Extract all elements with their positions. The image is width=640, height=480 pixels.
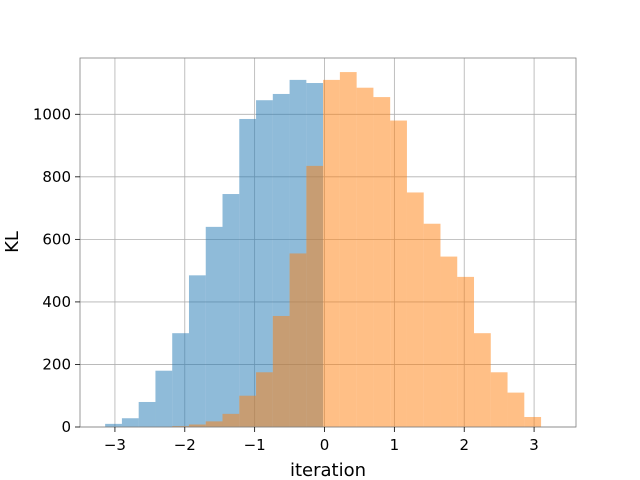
histogram-bar-series-2 <box>356 87 374 427</box>
histogram-bar-series-1 <box>138 401 156 427</box>
histogram-bar-series-2 <box>239 395 257 427</box>
histogram-bar-series-2 <box>188 424 206 427</box>
histogram-bar-series-1 <box>222 194 240 427</box>
histogram-bar-series-2 <box>423 223 441 427</box>
histogram-bars <box>105 72 542 428</box>
histogram-bar-series-2 <box>474 333 491 427</box>
histogram-bar-series-1 <box>172 333 189 427</box>
y-tick-label: 0 <box>61 418 71 436</box>
y-tick-label: 800 <box>42 168 71 186</box>
histogram-bar-series-2 <box>524 416 542 427</box>
x-tick-label: −1 <box>244 436 266 454</box>
histogram-bar-series-2 <box>390 120 407 428</box>
x-tick-label: 1 <box>390 436 400 454</box>
axis-ticks: −3 −2 −1 0 1 2 3 0 200 400 600 800 1000 <box>33 105 539 454</box>
y-tick-label: 200 <box>42 355 71 373</box>
histogram-bar-series-2 <box>306 165 324 427</box>
histogram-bar-series-1 <box>188 275 206 427</box>
histogram-bar-series-1 <box>155 370 173 427</box>
histogram-bar-series-2 <box>205 421 223 427</box>
x-tick-label: 3 <box>529 436 539 454</box>
histogram-bar-series-2 <box>256 372 273 427</box>
histogram-bar-series-1 <box>205 226 223 427</box>
x-tick-label: −3 <box>104 436 126 454</box>
x-tick-label: 2 <box>459 436 469 454</box>
histogram-bar-series-2 <box>272 315 290 427</box>
y-tick-label: 400 <box>42 293 71 311</box>
histogram-bar-series-1 <box>256 100 273 428</box>
y-tick-label: 600 <box>42 230 71 248</box>
histogram-bar-series-2 <box>323 79 340 427</box>
histogram-bar-series-1 <box>239 118 257 427</box>
histogram-bar-series-2 <box>490 372 508 427</box>
histogram-bar-series-2 <box>339 72 357 428</box>
histogram-bar-series-2 <box>289 253 307 427</box>
plot-frame <box>79 57 577 428</box>
x-tick-label: 0 <box>320 436 330 454</box>
histogram-bar-series-1 <box>121 418 139 427</box>
y-axis-label: KL <box>2 231 23 253</box>
histogram-bar-series-2 <box>507 392 525 427</box>
histogram-bar-series-2 <box>373 97 391 427</box>
histogram-bar-series-2 <box>406 192 424 427</box>
histogram-bar-series-2 <box>440 256 458 427</box>
x-axis-label: iteration <box>290 460 366 480</box>
histogram-bar-series-1 <box>105 423 122 427</box>
histogram-bar-series-2 <box>457 276 475 427</box>
x-tick-label: −2 <box>174 436 196 454</box>
y-tick-label: 1000 <box>33 105 71 123</box>
histogram-bar-series-2 <box>172 426 189 427</box>
histogram-bar-series-2 <box>222 413 240 427</box>
